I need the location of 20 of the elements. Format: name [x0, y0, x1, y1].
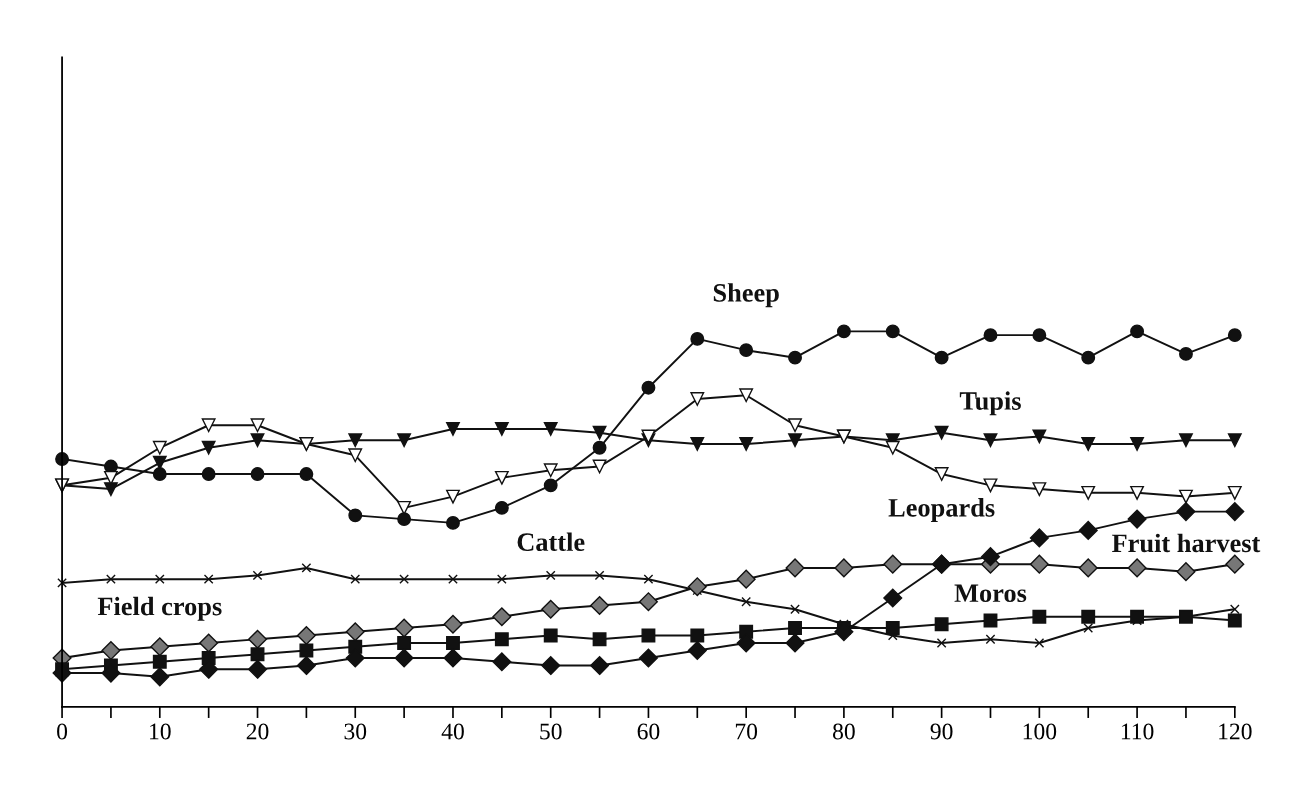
- series-label: Fruit harvest: [1112, 533, 1261, 553]
- x-tick-label: 60: [637, 723, 660, 740]
- x-tick-label: 0: [57, 723, 68, 740]
- series-label: Field crops: [97, 596, 222, 621]
- x-tick-label: 20: [246, 723, 269, 740]
- x-tick-label: 30: [344, 723, 367, 740]
- x-tick-label: 120: [1219, 723, 1252, 740]
- series-label: Leopards: [888, 498, 995, 523]
- x-tick-label: 80: [832, 723, 855, 740]
- x-tick-label: 10: [150, 723, 171, 740]
- x-tick-label: 100: [1023, 723, 1057, 740]
- x-tick-label: 40: [441, 723, 464, 740]
- series-label: Tupis: [959, 391, 1021, 416]
- series-label: Cattle: [517, 532, 585, 552]
- x-tick-label: 50: [540, 723, 562, 740]
- series-label: Sheep: [713, 283, 779, 308]
- x-tick-label: 90: [930, 723, 953, 740]
- series-label: Moros: [954, 584, 1027, 603]
- x-tick-label: 70: [735, 723, 758, 740]
- x-tick-label: 110: [1121, 723, 1154, 740]
